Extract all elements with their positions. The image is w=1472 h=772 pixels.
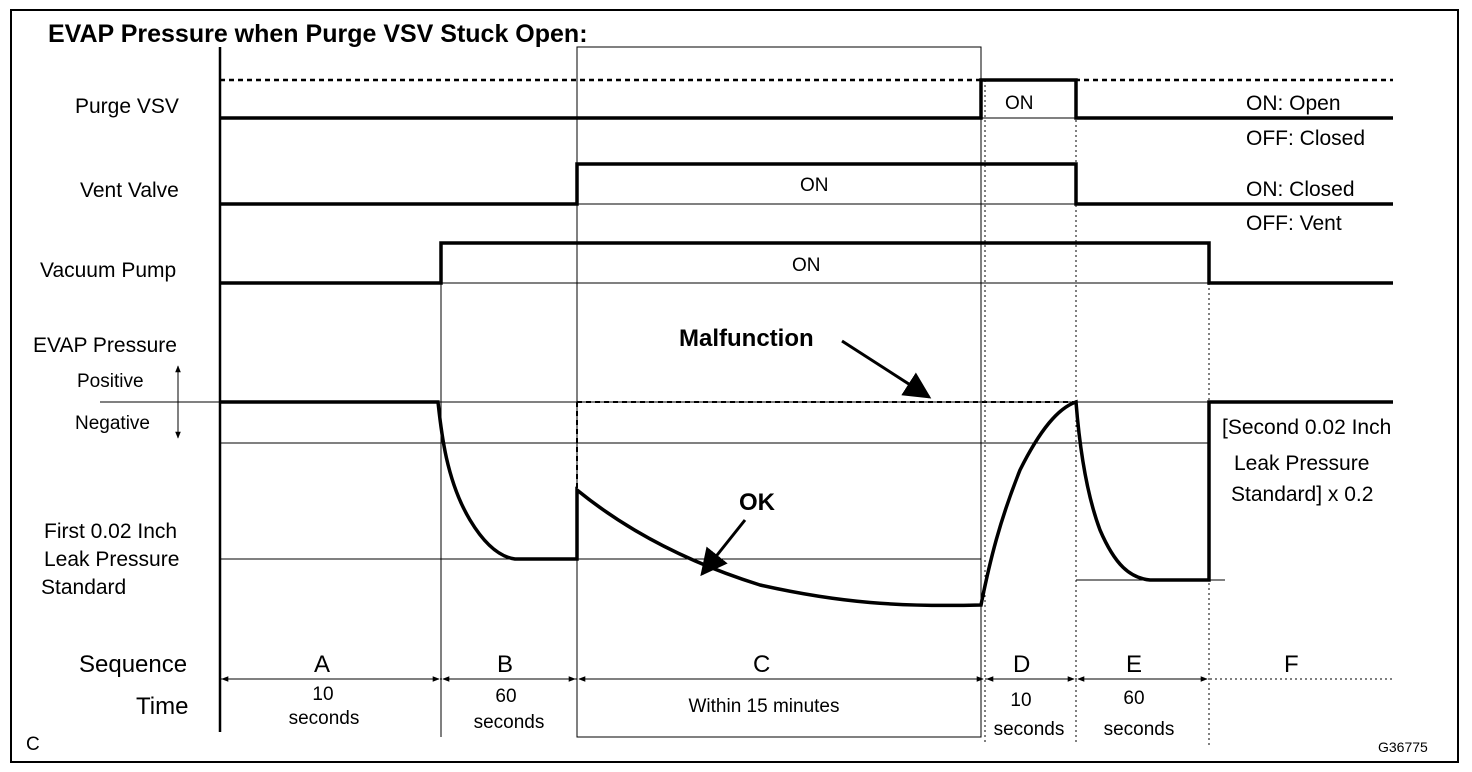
evap-pressure-label: EVAP Pressure <box>33 334 177 357</box>
first-standard-label-1: First 0.02 Inch <box>44 520 177 543</box>
second-standard-label-2: Leak Pressure <box>1234 452 1369 475</box>
time-c-value: Within 15 minutes <box>688 696 839 717</box>
time-d-unit: seconds <box>994 719 1065 740</box>
second-standard-label-3: Standard] x 0.2 <box>1231 483 1373 506</box>
vacuum-pump-label: Vacuum Pump <box>40 259 176 282</box>
evap-pressure-curve <box>220 399 1393 608</box>
ok-arrow <box>700 519 747 577</box>
ok-annotation: OK <box>739 489 776 516</box>
first-standard-label-3: Standard <box>41 576 126 599</box>
purge-vsv-signal <box>220 78 1393 120</box>
time-d-value: 10 <box>1010 690 1031 711</box>
time-b-unit: seconds <box>474 712 545 733</box>
time-b-value: 60 <box>495 686 516 707</box>
vacuum-pump-on-text: ON <box>792 255 821 276</box>
purge-on-open-legend: ON: Open <box>1246 92 1341 115</box>
sequence-label: Sequence <box>79 651 187 678</box>
sequence-b: B <box>497 651 513 678</box>
purge-off-closed-legend: OFF: Closed <box>1246 127 1365 150</box>
vent-off-vent-legend: OFF: Vent <box>1246 212 1342 235</box>
sequence-f: F <box>1284 651 1299 678</box>
purge-vsv-label: Purge VSV <box>75 95 179 118</box>
vent-valve-signal <box>220 162 1393 206</box>
positive-label: Positive <box>77 371 144 392</box>
time-a-unit: seconds <box>289 708 360 729</box>
vent-valve-label: Vent Valve <box>80 179 179 202</box>
time-label: Time <box>136 693 188 720</box>
figure-id: G36775 <box>1378 739 1428 755</box>
sequence-a: A <box>314 651 330 678</box>
second-standard-label-1: [Second 0.02 Inch <box>1222 416 1391 439</box>
negative-label: Negative <box>75 413 150 434</box>
time-e-value: 60 <box>1123 688 1144 709</box>
malfunction-annotation: Malfunction <box>679 325 814 352</box>
corner-letter: C <box>26 734 40 755</box>
first-standard-label-2: Leak Pressure <box>44 548 179 571</box>
vent-on-closed-legend: ON: Closed <box>1246 178 1355 201</box>
sequence-e: E <box>1126 651 1142 678</box>
malfunction-arrow <box>841 339 932 399</box>
time-e-unit: seconds <box>1104 719 1175 740</box>
phase-c-box <box>576 46 982 738</box>
sequence-c: C <box>753 651 770 678</box>
vent-valve-on-text: ON <box>800 175 829 196</box>
sequence-d: D <box>1013 651 1030 678</box>
diagram-title: EVAP Pressure when Purge VSV Stuck Open: <box>48 20 588 48</box>
figure-frame <box>10 9 1459 763</box>
time-a-value: 10 <box>312 684 333 705</box>
purge-vsv-on-text: ON <box>1005 93 1034 114</box>
vacuum-pump-signal <box>220 241 1393 285</box>
